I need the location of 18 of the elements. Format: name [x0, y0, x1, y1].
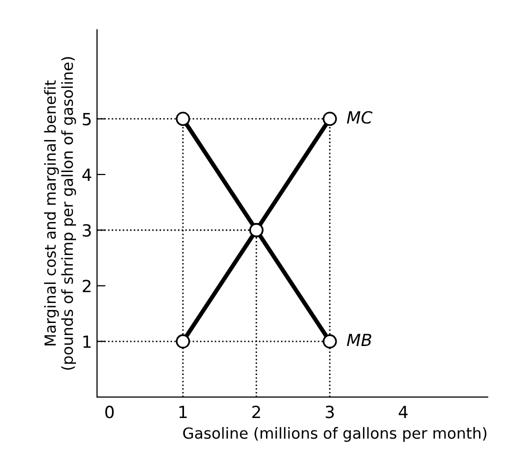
series-label: MC: [346, 111, 372, 124]
y-tick-label: 5: [82, 113, 91, 126]
point: [176, 334, 190, 348]
x-tick-label: 0: [105, 406, 114, 418]
x-axis-title: Gasoline (millions of gallons per month): [183, 427, 486, 442]
x-tick-label: 2: [252, 406, 260, 418]
x-tick-label: 3: [326, 406, 334, 418]
point: [322, 334, 337, 348]
y-tick-label: 2: [82, 280, 90, 292]
series-label: MB: [346, 334, 372, 346]
x-tick-label: 4: [398, 406, 408, 418]
y-tick-label: 1: [83, 336, 91, 348]
point: [176, 112, 190, 126]
y-axis-title: Marginal cost and marginal benefit (pounds of shrimp per gallon of gasoline): [44, 57, 76, 370]
x-tick-label: 1: [179, 406, 187, 418]
y-tick-label: 4: [82, 168, 92, 181]
y-tick-label: 3: [82, 224, 91, 237]
point: [322, 112, 337, 126]
